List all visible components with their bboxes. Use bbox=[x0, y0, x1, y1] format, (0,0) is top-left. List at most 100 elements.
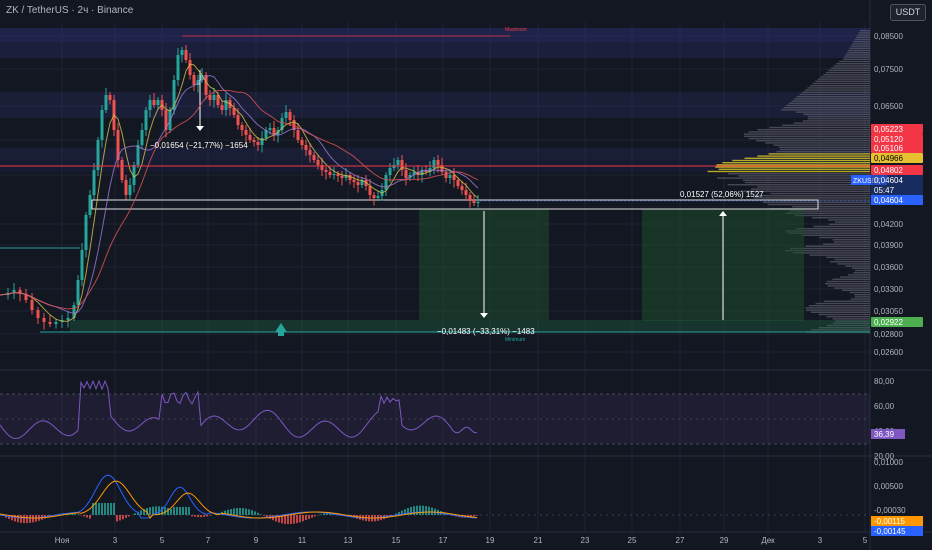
profile-bar bbox=[825, 71, 870, 74]
candle-body bbox=[66, 318, 70, 320]
profile-bar bbox=[716, 177, 870, 179]
macd-histogram-bar bbox=[407, 507, 409, 515]
currency-button[interactable]: USDT bbox=[890, 4, 926, 21]
price-badge-text: 0,04966 bbox=[874, 154, 903, 163]
profile-bar bbox=[743, 133, 870, 135]
measure-arrowhead bbox=[719, 211, 727, 216]
macd-histogram-bar bbox=[422, 505, 424, 515]
candle-body bbox=[88, 195, 92, 215]
profile-bar bbox=[840, 276, 870, 278]
profile-bar bbox=[853, 272, 870, 274]
candles bbox=[6, 45, 480, 330]
symbol-title[interactable]: ZK / TetherUS · 2ч · Binance bbox=[6, 5, 134, 16]
profile-bar bbox=[765, 142, 870, 144]
profile-bar bbox=[860, 30, 870, 32]
time-tick: 19 bbox=[486, 536, 495, 545]
time-tick: Ноя bbox=[55, 536, 70, 545]
profile-bar bbox=[740, 190, 870, 192]
macd-histogram-bar bbox=[233, 508, 235, 515]
macd-histogram-bar bbox=[245, 508, 247, 515]
candle-body bbox=[42, 318, 46, 322]
macd-histogram-bar bbox=[320, 514, 322, 515]
profile-bar bbox=[788, 232, 870, 234]
macd-histogram-bar bbox=[152, 506, 154, 515]
up-arrow-icon bbox=[275, 323, 287, 332]
macd-histogram-bar bbox=[323, 513, 325, 515]
profile-bar bbox=[785, 250, 870, 252]
profile-bar bbox=[750, 188, 870, 190]
profile-bar bbox=[808, 305, 870, 307]
resistance-zones bbox=[0, 28, 870, 172]
profile-bar bbox=[842, 58, 870, 60]
candle-body bbox=[288, 112, 292, 120]
macd-histogram-bar bbox=[413, 506, 415, 515]
profile-bar bbox=[788, 102, 870, 104]
profile-bar bbox=[792, 252, 870, 254]
profile-bar bbox=[828, 219, 870, 221]
price-tick: 0,07500 bbox=[874, 65, 903, 74]
profile-bar bbox=[832, 318, 870, 320]
time-tick: 5 bbox=[863, 536, 868, 545]
profile-bar bbox=[796, 96, 870, 98]
macd-histogram-bar bbox=[23, 515, 25, 524]
price-tick: 0,06500 bbox=[874, 102, 903, 111]
resistance-zone bbox=[0, 148, 870, 160]
time-tick: 7 bbox=[206, 536, 211, 545]
macd-histogram-bar bbox=[476, 515, 478, 516]
candle-body bbox=[284, 112, 288, 118]
candle-body bbox=[384, 175, 388, 190]
macd-histogram-bar bbox=[140, 510, 142, 515]
profile-bar bbox=[854, 269, 870, 272]
profile-bar bbox=[782, 124, 870, 126]
profile-bar bbox=[818, 313, 870, 316]
macd-histogram-bar bbox=[398, 512, 400, 515]
macd-histogram-bar bbox=[188, 507, 190, 515]
candle-body bbox=[344, 175, 348, 178]
macd-histogram-bar bbox=[290, 515, 292, 525]
profile-bar bbox=[819, 236, 870, 239]
profile-bar bbox=[852, 43, 870, 45]
candle-body bbox=[360, 180, 364, 185]
candle-body bbox=[296, 130, 300, 140]
profile-bar bbox=[817, 78, 870, 80]
macd-tick: 0,00500 bbox=[874, 482, 903, 491]
candle-body bbox=[136, 145, 140, 165]
profile-bar bbox=[776, 151, 870, 153]
macd-badge bbox=[871, 526, 923, 536]
macd-histogram-bar bbox=[299, 515, 301, 523]
profile-bar bbox=[807, 115, 870, 118]
profile-bar bbox=[849, 47, 870, 49]
macd-histogram-bar bbox=[287, 515, 289, 525]
macd-histogram-bar bbox=[401, 510, 403, 515]
profile-bar bbox=[823, 243, 870, 245]
profile-bar bbox=[815, 80, 870, 82]
profile-bar bbox=[845, 265, 870, 267]
candle-body bbox=[348, 175, 352, 180]
profile-bar bbox=[778, 146, 870, 148]
profile-bar bbox=[707, 170, 870, 173]
profile-bar bbox=[727, 173, 870, 175]
time-tick: 23 bbox=[581, 536, 590, 545]
profile-bar bbox=[833, 65, 870, 67]
macd-histogram-bar bbox=[92, 503, 94, 515]
candle-body bbox=[476, 202, 480, 203]
candle-body bbox=[324, 170, 328, 172]
price-badge bbox=[871, 165, 923, 175]
macd-histogram-bar bbox=[101, 503, 103, 515]
macd-histogram-bar bbox=[257, 512, 259, 515]
macd-histogram-bar bbox=[473, 515, 475, 517]
indicator-panes bbox=[0, 379, 870, 525]
candle-body bbox=[100, 110, 104, 140]
axes: 0,08500 0,07500 0,06500 0,04200 0,03900 0,036… bbox=[55, 32, 923, 545]
candle-body bbox=[316, 160, 320, 165]
price-tick: 0,03300 bbox=[874, 285, 903, 294]
candle-body bbox=[268, 128, 272, 130]
profile-bar bbox=[833, 241, 870, 243]
candle-body bbox=[184, 50, 188, 60]
macd-tick: 0,01000 bbox=[874, 458, 903, 467]
candle-body bbox=[312, 155, 316, 160]
time-tick: 11 bbox=[298, 536, 307, 545]
macd-histogram-bar bbox=[119, 515, 121, 521]
